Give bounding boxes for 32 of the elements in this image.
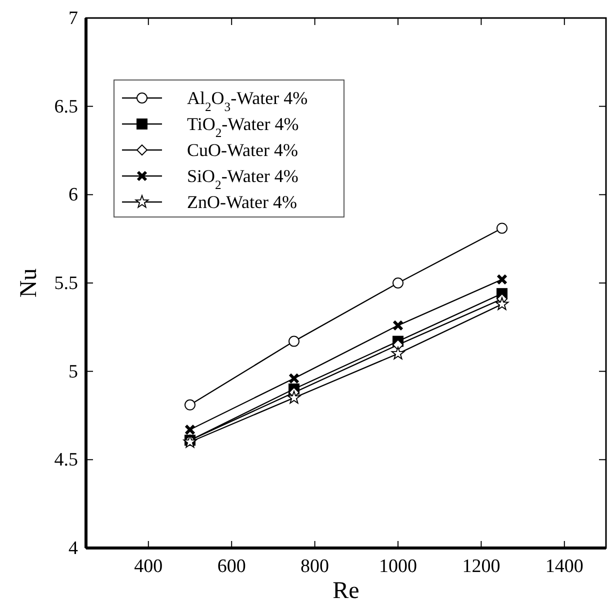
y-tick-label: 4 [68,538,78,559]
point [392,320,404,331]
legend-label: ZnO-Water 4% [187,192,298,212]
x-tick-label: 400 [134,556,163,577]
legend-label: CuO-Water 4% [187,140,298,160]
point [184,424,196,436]
point [184,399,196,410]
point [391,346,405,360]
point [496,222,508,234]
legend-label: SiO$_{2}$-Water 4% [187,166,298,192]
y-tick-label: 4.5 [54,450,78,471]
y-tick-label: 7 [68,8,78,29]
x-tick-label: 600 [217,556,246,577]
x-tick-label: 800 [300,556,330,577]
y-tick-label: 6.5 [54,96,78,118]
y-tick-label: 6 [68,184,78,206]
x-tick-label: 1000 [379,556,417,577]
point [392,339,404,350]
y-tick-label: 5 [68,361,78,382]
y-axis-title: Nu [16,268,42,298]
x-tick-label: 1400 [545,556,584,577]
point [392,278,404,288]
point [495,297,509,310]
legend-label: Al$_{2}$O$_{3}$-Water 4% [187,88,308,114]
legend-label: TiO$_{2}$-Water 4% [187,114,299,140]
x-axis-title: Re [332,578,360,604]
point [288,372,300,384]
point [287,390,301,404]
point [288,336,300,347]
x-tick-label: 1200 [462,556,500,577]
point [496,274,508,285]
y-tick-label: 5.5 [54,273,78,294]
